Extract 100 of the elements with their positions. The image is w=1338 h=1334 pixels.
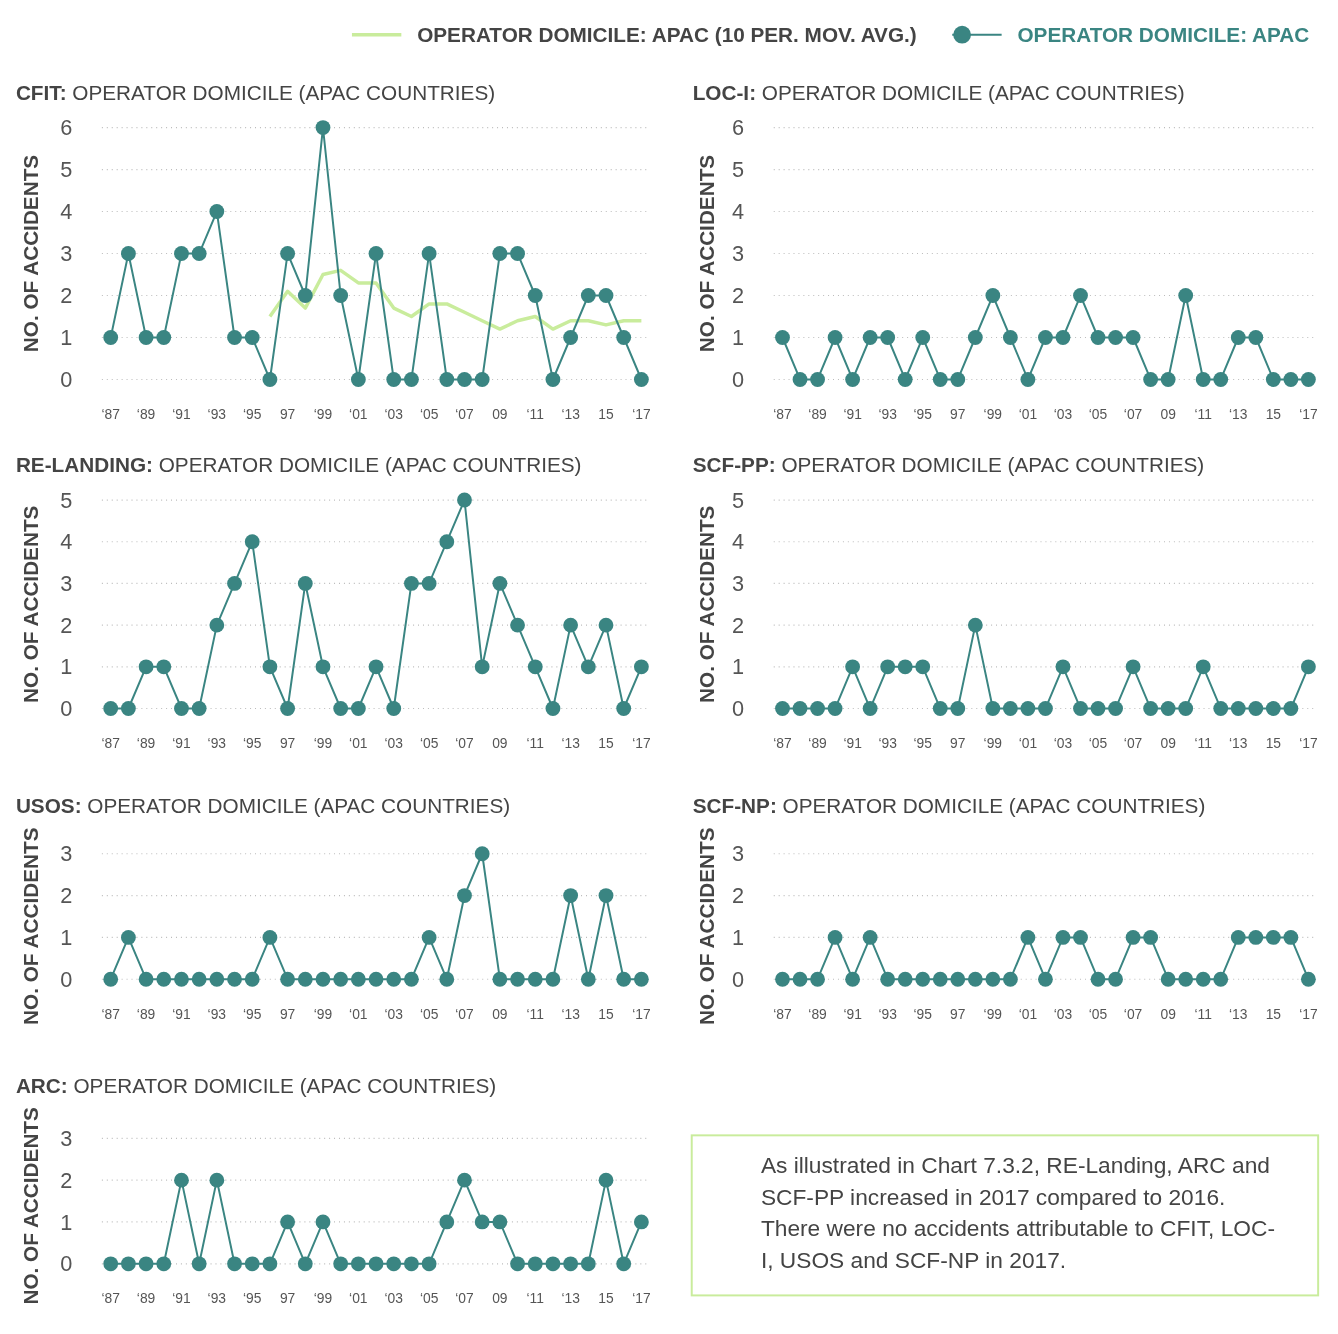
point xyxy=(616,701,632,716)
point xyxy=(156,971,172,987)
x-tick-label: ‘87 xyxy=(101,1290,120,1307)
point xyxy=(457,492,472,508)
point xyxy=(1160,372,1176,387)
point xyxy=(1143,701,1159,716)
x-tick-label: ‘17 xyxy=(632,1290,651,1307)
point xyxy=(315,971,331,987)
point xyxy=(280,971,296,987)
point xyxy=(563,888,579,903)
y-tick-label: 3 xyxy=(732,841,745,867)
point xyxy=(333,288,349,303)
y-tick-label: 3 xyxy=(60,571,73,597)
point xyxy=(474,659,490,675)
x-tick-label: ‘01 xyxy=(349,406,368,423)
point xyxy=(315,659,331,675)
point xyxy=(1178,701,1194,716)
point xyxy=(244,534,260,550)
point xyxy=(1125,330,1141,345)
y-axis-title: NO. OF ACCIDENTS xyxy=(695,827,719,1025)
y-tick-label: 5 xyxy=(60,157,73,183)
point xyxy=(103,701,119,716)
point xyxy=(633,372,649,387)
y-tick-label: 1 xyxy=(60,1209,73,1235)
x-tick-label: ‘93 xyxy=(878,735,898,752)
x-tick-label: 15 xyxy=(598,1290,614,1307)
x-tick-label: 09 xyxy=(1160,1005,1177,1022)
x-tick-label: ‘05 xyxy=(1088,406,1108,423)
point xyxy=(138,971,154,987)
x-tick-label: 97 xyxy=(279,1005,296,1022)
point xyxy=(880,659,896,675)
point xyxy=(792,701,808,716)
point xyxy=(457,1172,472,1188)
x-tick-label: 97 xyxy=(950,735,966,752)
point xyxy=(421,1256,437,1272)
point xyxy=(510,246,525,261)
point xyxy=(527,659,543,675)
point xyxy=(120,246,136,261)
y-tick-label: 2 xyxy=(60,612,73,638)
x-tick-label: ‘93 xyxy=(207,1005,227,1022)
point xyxy=(810,701,825,716)
point xyxy=(580,971,596,987)
point xyxy=(1108,330,1123,345)
y-tick-label: 6 xyxy=(60,115,73,141)
point xyxy=(191,1256,207,1272)
chart-title: USOS: OPERATOR DOMICILE (APAC COUNTRIES) xyxy=(15,794,511,818)
x-tick-label: ‘03 xyxy=(384,1290,404,1307)
point xyxy=(138,330,154,345)
x-tick-label: ‘07 xyxy=(455,1290,474,1307)
x-tick-label: 97 xyxy=(950,406,966,423)
point xyxy=(633,659,649,675)
point xyxy=(527,971,543,987)
y-tick-label: 2 xyxy=(732,612,745,638)
y-tick-label: 1 xyxy=(60,654,73,680)
point xyxy=(457,372,472,387)
x-tick-label: ‘95 xyxy=(913,735,933,752)
point xyxy=(1248,330,1264,345)
y-tick-label: 0 xyxy=(60,1251,73,1277)
x-tick-label: ‘17 xyxy=(1299,406,1318,423)
x-tick-label: ‘89 xyxy=(136,406,156,423)
point xyxy=(244,330,260,345)
point xyxy=(227,330,242,345)
x-tick-label: ‘03 xyxy=(1053,406,1073,423)
point xyxy=(580,288,596,303)
point xyxy=(191,971,207,987)
point xyxy=(386,701,402,716)
point xyxy=(1195,372,1211,387)
chart-title: SCF-NP: OPERATOR DOMICILE (APAC COUNTRIES) xyxy=(692,794,1206,818)
point xyxy=(1283,372,1299,387)
x-tick-label: ‘05 xyxy=(1088,1005,1108,1022)
point xyxy=(297,576,313,591)
point xyxy=(350,971,366,987)
point xyxy=(457,888,472,903)
point xyxy=(950,701,966,716)
x-tick-label: 09 xyxy=(1160,406,1177,423)
point xyxy=(404,372,419,387)
x-tick-label: ‘99 xyxy=(313,406,333,423)
point xyxy=(616,971,632,987)
chart-title: ARC: OPERATOR DOMICILE (APAC COUNTRIES) xyxy=(15,1073,497,1097)
point xyxy=(350,701,366,716)
x-tick-label: ‘89 xyxy=(808,1005,828,1022)
x-tick-label: ‘11 xyxy=(526,406,545,423)
y-tick-label: 0 xyxy=(60,367,73,393)
point xyxy=(1195,659,1211,675)
point xyxy=(368,246,384,261)
y-axis-title: NO. OF ACCIDENTS xyxy=(18,827,42,1025)
point xyxy=(474,846,490,862)
x-tick-label: ‘91 xyxy=(843,735,863,752)
point xyxy=(492,971,508,987)
point xyxy=(244,971,260,987)
point xyxy=(1090,330,1106,345)
point xyxy=(510,617,525,633)
point xyxy=(474,1214,490,1230)
y-tick-label: 0 xyxy=(732,696,745,722)
x-tick-label: ‘05 xyxy=(1088,735,1108,752)
point xyxy=(404,1256,419,1272)
point xyxy=(580,659,596,675)
point xyxy=(598,888,614,903)
point xyxy=(563,617,579,633)
y-tick-label: 4 xyxy=(732,199,745,225)
